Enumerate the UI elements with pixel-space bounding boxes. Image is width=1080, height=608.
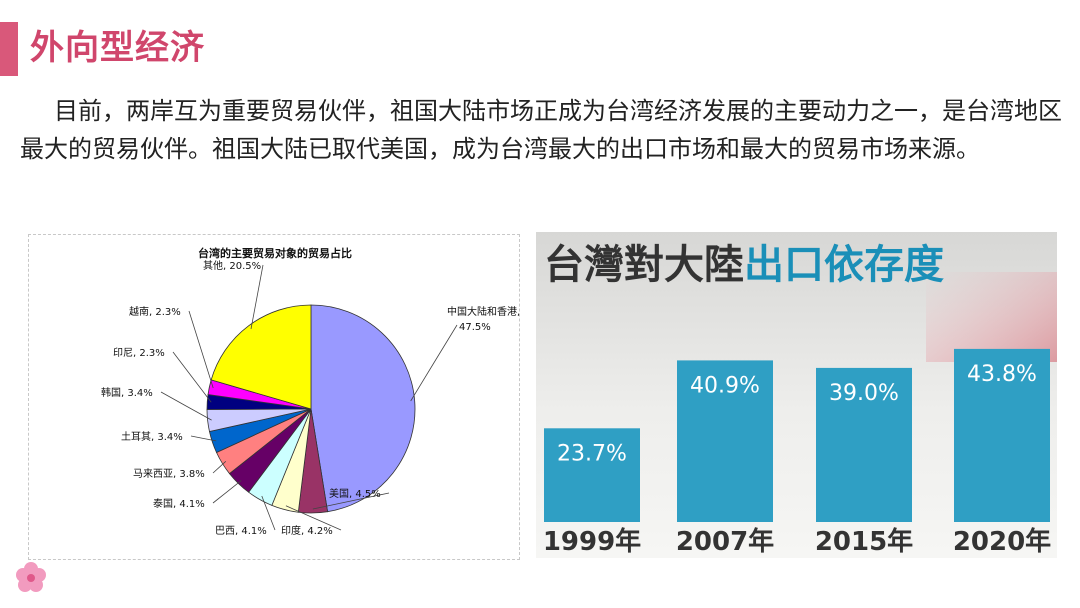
title-accent-bar [0,22,18,76]
pie-chart-panel: 台湾的主要贸易对象的贸易占比 中国大陆和香港, 47.5% 美国, 4.5% 印度, … [28,234,520,560]
bar-value-label: 43.8% [967,362,1037,387]
body-paragraph: 目前，两岸互为重要贸易伙伴，祖国大陆市场正成为台湾经济发展的主要动力之一，是台湾… [20,97,1062,163]
bar-category-label: 2015年 [815,526,913,557]
flower-icon [16,562,46,592]
bar [954,348,1050,522]
pie-slice-label: 马来西亚, 3.8% [133,468,205,480]
pie-leader-line [261,495,276,531]
background-decoration [926,272,1057,362]
pie-leader-line [285,505,342,531]
pie-leader-line [212,461,227,474]
pie-slice-label: 中国大陆和香港, [447,305,519,318]
bar-category-label: 1999年 [543,526,641,557]
bar-chart: 台灣對大陸出口依存度 23.7% 1999年 40.9% 2007年 39.0% 2015… [536,232,1057,558]
bar-chart-title-part2: 出口依存度 [744,242,944,288]
pie-leader-line [172,351,212,403]
pie-slice-label: 印尼, 2.3% [113,347,165,359]
pie-slice-label: 美国, 4.5% [329,487,381,500]
pie-slice-label: 巴西, 4.1% [215,525,267,537]
pie-slice-label: 韩国, 3.4% [101,386,153,399]
bar-value-label: 23.7% [557,441,627,466]
pie-leader-line [410,324,458,402]
pie-leader-line [188,310,214,389]
pie-slice-value: 47.5% [459,322,491,333]
bar [544,428,640,522]
pie-slice-label: 印度, 4.2% [281,524,333,537]
pie-slice [210,304,312,410]
bar [677,360,773,522]
bar-category-label: 2007年 [676,526,774,557]
pie-leader-line [312,492,390,510]
pie-leader-line [190,435,217,442]
pie-slice-label: 越南, 2.3% [129,305,181,318]
pie-chart-title: 台湾的主要贸易对象的贸易占比 [198,246,352,260]
pie-chart: 台湾的主要贸易对象的贸易占比 中国大陆和香港, 47.5% 美国, 4.5% 印度, … [101,246,520,537]
bar-chart-panel: 台灣對大陸出口依存度 23.7% 1999年 40.9% 2007年 39.0% 2015… [536,232,1057,558]
bar-value-label: 40.9% [690,373,760,398]
pie-leader-line [160,391,212,421]
pie-slice [310,304,416,513]
bar-value-label: 39.0% [829,381,899,406]
pie-slice-label: 泰国, 4.1% [153,497,205,510]
bar-chart-title-part1: 台灣對大陸 [544,242,744,288]
bar [816,367,912,522]
pie-leader-line [250,264,264,330]
bar-category-label: 2020年 [953,526,1051,557]
bar-chart-title: 台灣對大陸出口依存度 [544,242,944,288]
pie-slice-label: 土耳其, 3.4% [121,430,183,443]
pie-slice-label: 其他, 20.5% [203,259,261,272]
page-title: 外向型经济 [30,28,205,68]
pie-leader-line [212,480,242,504]
